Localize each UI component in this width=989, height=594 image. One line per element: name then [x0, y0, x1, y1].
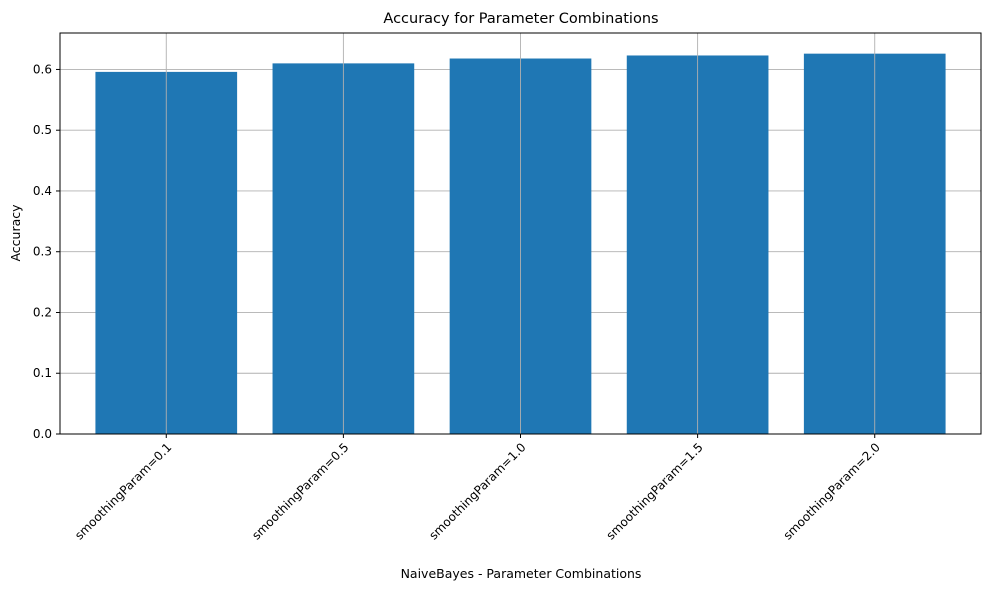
y-tick-label: 0.4: [33, 184, 52, 198]
y-tick-label: 0.5: [33, 123, 52, 137]
x-tick-label: smoothingParam=0.1: [72, 440, 174, 542]
x-tick-label: smoothingParam=1.5: [603, 440, 705, 542]
chart-title: Accuracy for Parameter Combinations: [383, 11, 658, 27]
x-axis-ticks: smoothingParam=0.1 smoothingParam=0.5 smoo…: [72, 434, 883, 543]
y-tick-label: 0.1: [33, 366, 52, 380]
x-axis-label: NaiveBayes - Parameter Combinations: [401, 566, 642, 581]
y-axis-label: Accuracy: [8, 204, 23, 262]
x-tick-label: smoothingParam=0.5: [249, 440, 351, 542]
y-tick-label: 0.3: [33, 245, 52, 259]
y-axis-ticks: 0.0 0.1 0.2 0.3 0.4 0.5 0.6: [33, 62, 60, 441]
x-tick-label: smoothingParam=2.0: [781, 440, 883, 542]
x-tick-label: smoothingParam=1.0: [426, 440, 528, 542]
y-tick-label: 0.2: [33, 305, 52, 319]
vertical-grid-lines: [165, 33, 876, 434]
y-tick-label: 0.6: [33, 62, 52, 76]
y-tick-label: 0.0: [33, 427, 52, 441]
